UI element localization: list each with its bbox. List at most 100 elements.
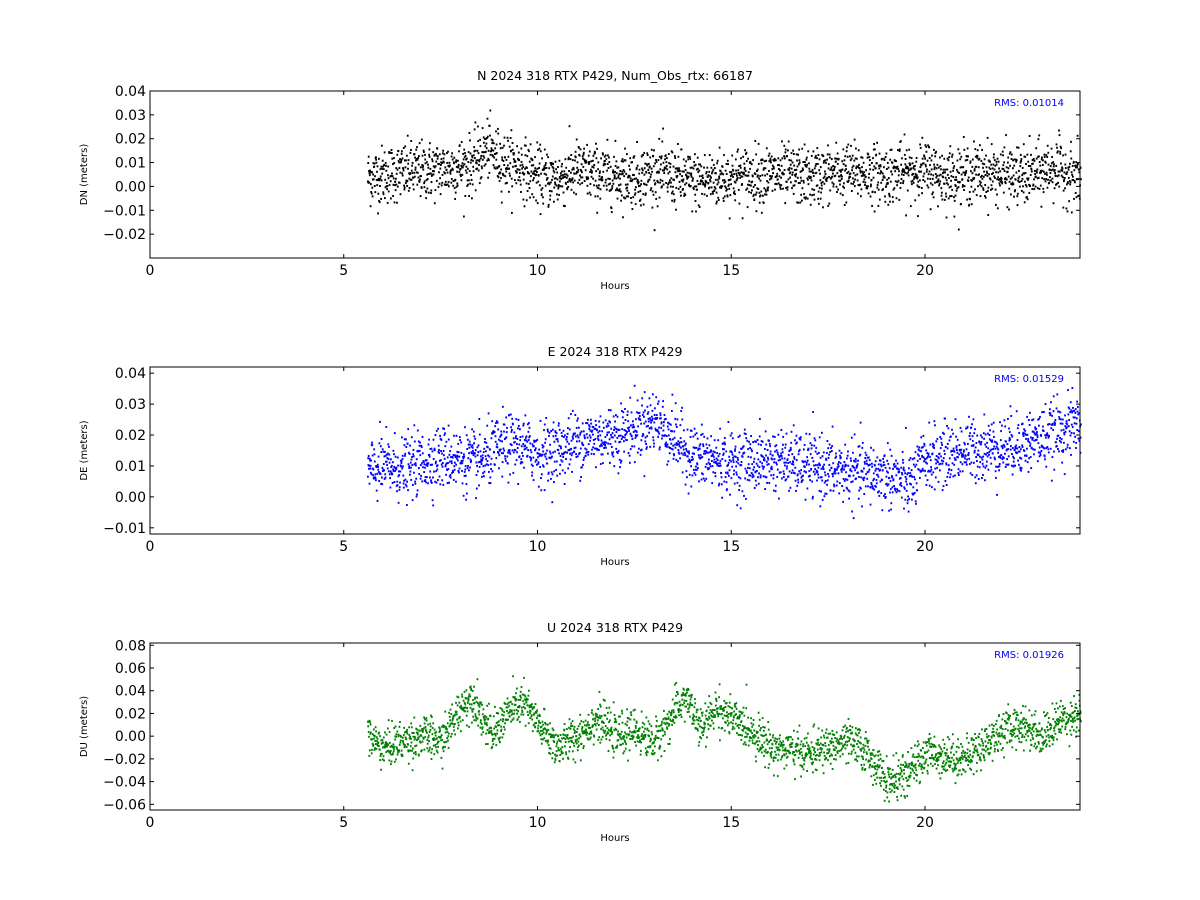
east-point: [852, 451, 854, 454]
north-point: [454, 191, 457, 194]
north-point: [602, 153, 604, 156]
east-point: [897, 489, 899, 492]
east-point: [653, 442, 655, 445]
east-point: [384, 454, 387, 457]
east-point: [990, 462, 993, 465]
north-point: [1060, 162, 1062, 165]
east-point: [670, 429, 672, 432]
north-point: [886, 161, 889, 164]
east-point: [398, 474, 401, 477]
north-point: [908, 156, 911, 159]
north-point: [449, 172, 452, 175]
east-point: [653, 414, 656, 416]
north-point: [531, 159, 534, 162]
east-point: [980, 456, 983, 459]
north-point: [926, 184, 929, 187]
east-point: [409, 444, 411, 447]
east-point: [664, 445, 667, 448]
east-point: [468, 469, 470, 472]
east-point: [571, 409, 574, 412]
east-point: [519, 436, 522, 438]
north-point: [801, 167, 804, 170]
north-point: [401, 174, 404, 177]
east-point: [787, 475, 790, 478]
north-point: [853, 185, 856, 188]
east-point: [863, 467, 865, 470]
north-point: [805, 196, 807, 199]
east-point: [482, 465, 485, 468]
north-point: [685, 160, 687, 163]
east-point: [622, 411, 625, 414]
east-point: [853, 433, 856, 436]
east-point: [936, 459, 938, 462]
north-point: [1000, 179, 1003, 182]
north-point: [777, 164, 779, 166]
north-point: [681, 175, 683, 178]
north-point: [804, 197, 807, 200]
north-point: [411, 161, 414, 164]
east-point: [497, 452, 500, 455]
east-point: [617, 428, 619, 431]
north-point: [936, 163, 939, 166]
east-point: [548, 431, 551, 434]
north-point: [824, 173, 827, 175]
north-point: [653, 179, 656, 182]
north-point: [712, 181, 715, 184]
east-point: [902, 458, 904, 461]
east-point: [427, 443, 430, 446]
east-point: [763, 457, 766, 460]
east-point: [421, 435, 424, 438]
north-point: [457, 159, 459, 162]
north-point: [699, 182, 702, 185]
north-point: [923, 172, 926, 175]
east-point: [667, 460, 670, 463]
east-point: [734, 449, 736, 452]
east-point: [683, 440, 686, 443]
east-point: [815, 471, 818, 474]
east-point: [525, 446, 528, 449]
north-point: [971, 172, 974, 175]
east-point: [777, 459, 780, 462]
north-point: [929, 208, 932, 211]
north-point: [633, 174, 635, 177]
north-point: [1015, 159, 1018, 162]
east-point: [952, 432, 954, 435]
north-point: [528, 172, 531, 175]
east-point: [501, 461, 504, 464]
north-point: [434, 189, 437, 192]
east-point: [869, 503, 872, 506]
north-point: [771, 164, 774, 167]
east-point: [503, 423, 506, 426]
north-point: [565, 166, 568, 169]
north-point: [661, 179, 664, 182]
north-point: [853, 138, 856, 141]
east-point: [657, 402, 659, 405]
north-point: [1076, 166, 1078, 169]
north-point: [956, 159, 959, 162]
east-point: [981, 462, 984, 465]
north-point: [386, 185, 389, 187]
north-point: [741, 217, 744, 220]
north-point: [1058, 134, 1061, 137]
north-point: [433, 166, 436, 169]
east-point: [377, 455, 380, 458]
east-point: [933, 420, 936, 423]
east-point: [974, 482, 977, 485]
east-point: [503, 430, 505, 433]
north-point: [449, 171, 452, 174]
east-point: [809, 474, 811, 477]
east-point: [548, 450, 551, 453]
north-point: [762, 201, 765, 204]
north-point: [919, 146, 922, 149]
north-point: [378, 200, 380, 202]
east-point: [382, 450, 385, 453]
east-point: [481, 475, 483, 478]
north-point: [1077, 178, 1080, 181]
north-point: [1075, 196, 1078, 199]
east-point: [405, 438, 407, 441]
north-point: [418, 155, 420, 158]
north-point: [992, 156, 995, 159]
east-point: [530, 463, 533, 466]
north-point: [967, 155, 969, 158]
east-point: [776, 451, 779, 454]
